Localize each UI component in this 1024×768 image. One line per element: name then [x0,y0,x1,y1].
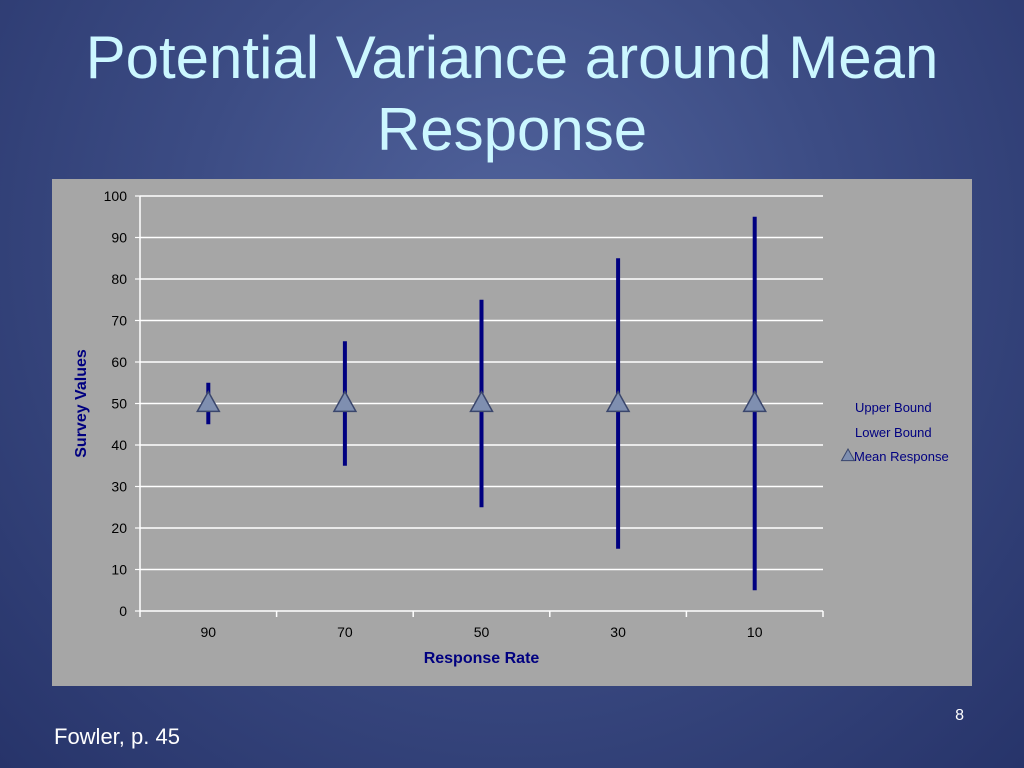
chart-area: 0 10 20 30 40 50 60 70 80 90 100 90 70 50 30 10 Survey… [52,179,972,686]
y-axis-title: Survey Values [73,349,90,458]
mean-marker [196,390,221,413]
legend-lower-bound: Lower Bound [855,425,932,440]
y-tick-label: 100 [104,188,128,204]
x-tick-labels: 90 70 50 30 10 [201,624,763,640]
y-tick-label: 10 [111,562,127,578]
mean-marker [469,390,494,413]
y-tick-label: 0 [119,603,127,619]
page-number: 8 [955,707,964,724]
x-axis-title: Response Rate [424,650,540,667]
y-tick-label: 70 [111,313,127,329]
legend-mean-response: Mean Response [854,449,949,464]
slide-title-line-1: Potential Variance around Mean [85,24,939,91]
y-tick-label: 50 [111,396,127,412]
y-tick-label: 40 [111,437,127,453]
mean-markers [196,390,767,413]
x-tick-label: 30 [610,624,626,640]
x-tick-label: 50 [474,624,490,640]
y-tick-label: 20 [111,520,127,536]
chart-svg: 0 10 20 30 40 50 60 70 80 90 100 90 70 50 30 10 Survey… [73,188,949,667]
y-tick-label: 90 [111,230,127,246]
source-citation: Fowler, p. 45 [54,724,180,749]
y-tick-label: 80 [111,271,127,287]
legend-triangle-icon [840,447,856,462]
legend-upper-bound: Upper Bound [855,400,932,415]
x-tick-label: 10 [747,624,763,640]
y-tick-label: 60 [111,354,127,370]
y-tick-labels: 0 10 20 30 40 50 60 70 80 90 100 [104,188,140,619]
x-tick-label: 90 [201,624,217,640]
legend: Upper Bound Lower Bound Mean Response [840,400,949,464]
slide-title: Potential Variance around Mean Response [0,22,1024,166]
y-tick-label: 30 [111,479,127,495]
mean-marker [742,390,767,413]
slide-title-line-2: Response [376,96,648,163]
mean-marker [332,390,358,413]
mean-marker [605,390,631,413]
x-tick-label: 70 [337,624,353,640]
